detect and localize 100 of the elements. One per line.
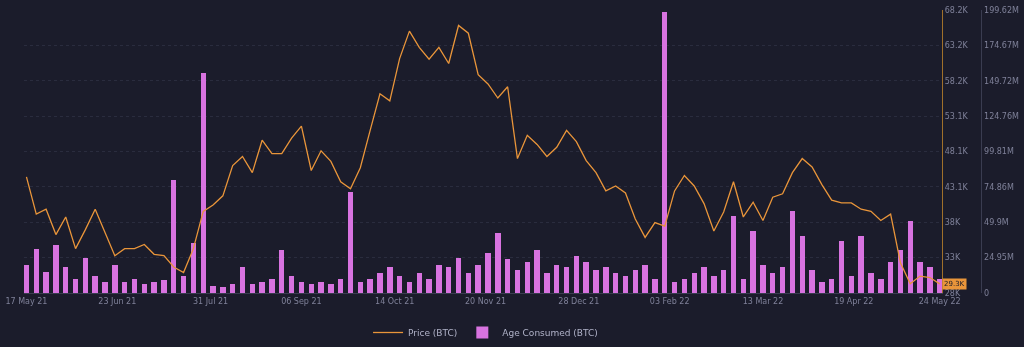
bar <box>858 236 864 293</box>
bar <box>466 273 471 293</box>
bar <box>574 256 579 293</box>
bar <box>161 280 167 293</box>
bar <box>151 282 157 293</box>
legend-label: Price (BTC) <box>408 328 458 339</box>
bar <box>505 259 510 293</box>
bar <box>819 282 825 293</box>
bar <box>299 282 304 293</box>
y-tick-label: 68.2K <box>944 5 969 15</box>
line-series <box>25 24 941 285</box>
x-tick-label: 03 Feb 22 <box>649 296 690 306</box>
bar <box>888 262 893 293</box>
bar <box>328 284 334 293</box>
y-tick-label: 28K <box>944 288 961 298</box>
y2-tick-label: 24.95M <box>984 253 1014 263</box>
bar <box>417 273 422 293</box>
x-tick-label: 14 Oct 21 <box>375 296 415 306</box>
bar <box>613 273 618 293</box>
bar <box>839 241 844 293</box>
bar <box>868 273 874 293</box>
bar <box>741 279 746 293</box>
bar <box>633 270 638 293</box>
bar <box>721 270 726 293</box>
bar <box>750 231 756 293</box>
bar <box>250 284 255 293</box>
y-tick-label: 38K <box>944 218 961 228</box>
x-tick-label: 23 Jun 21 <box>98 296 137 306</box>
y2-tick-label: 0 <box>984 288 990 298</box>
y2-tick-label: 99.81M <box>984 147 1014 157</box>
y2-tick-label: 74.86M <box>984 182 1014 192</box>
bar <box>132 279 137 293</box>
x-tick-label: 28 Dec 21 <box>558 296 600 306</box>
bar <box>456 258 461 293</box>
bar <box>259 282 265 293</box>
y2-tick-label: 149.72M <box>984 76 1020 86</box>
bar <box>338 279 343 293</box>
bar <box>515 270 520 293</box>
bar <box>760 265 766 293</box>
bar <box>800 236 805 293</box>
bar <box>367 279 373 293</box>
bar <box>191 243 196 293</box>
bar <box>210 286 216 293</box>
bar <box>603 267 609 293</box>
x-tick-label: 06 Sep 21 <box>281 296 322 306</box>
bar <box>397 276 402 293</box>
bar <box>937 279 942 293</box>
bar <box>279 250 284 293</box>
bar <box>908 221 913 293</box>
x-tick-label: 13 Mar 22 <box>742 296 784 306</box>
y2-tick-label: 49.9M <box>984 218 1009 228</box>
bar <box>544 273 550 293</box>
bar <box>377 273 383 293</box>
bar <box>269 279 275 293</box>
bar <box>142 284 147 293</box>
bar <box>181 276 186 293</box>
bar <box>829 279 834 293</box>
x-tick-label: 19 Apr 22 <box>834 296 874 306</box>
bar <box>426 279 432 293</box>
bar <box>407 282 412 293</box>
bar <box>63 267 68 293</box>
bar <box>662 12 667 293</box>
bar <box>387 267 393 293</box>
y2-tick-label: 124.76M <box>984 111 1020 121</box>
bar <box>475 265 481 293</box>
bar <box>770 273 775 293</box>
y-tick-label: 48.1K <box>944 147 969 157</box>
bar <box>790 211 795 293</box>
bar <box>289 276 294 293</box>
bar <box>731 216 736 293</box>
bar <box>446 267 451 293</box>
y-tick-label: 58.2K <box>944 76 969 86</box>
y-tick-label: 33K <box>944 253 961 263</box>
bar <box>348 192 353 293</box>
bar <box>201 73 206 293</box>
bar <box>436 265 442 293</box>
bar <box>849 276 854 293</box>
bar <box>73 279 78 293</box>
bar <box>927 267 933 293</box>
bar <box>240 267 245 293</box>
x-tick-label: 17 May 21 <box>5 296 48 306</box>
bar <box>83 258 88 293</box>
bar <box>24 265 29 293</box>
bar <box>780 267 785 293</box>
x-tick-label: 31 Jul 21 <box>193 296 229 306</box>
bar <box>554 265 559 293</box>
bar <box>318 282 324 293</box>
bar <box>701 267 707 293</box>
x-tick-label: 20 Nov 21 <box>465 296 507 306</box>
bar <box>623 276 628 293</box>
bar <box>564 267 569 293</box>
bar <box>682 279 687 293</box>
bar <box>53 245 59 293</box>
bar <box>34 249 39 293</box>
bar <box>878 279 884 293</box>
bar <box>534 250 540 293</box>
bar <box>230 284 235 293</box>
bar <box>358 282 363 293</box>
y-tick-label: 43.1K <box>944 182 969 192</box>
bar <box>92 276 98 293</box>
